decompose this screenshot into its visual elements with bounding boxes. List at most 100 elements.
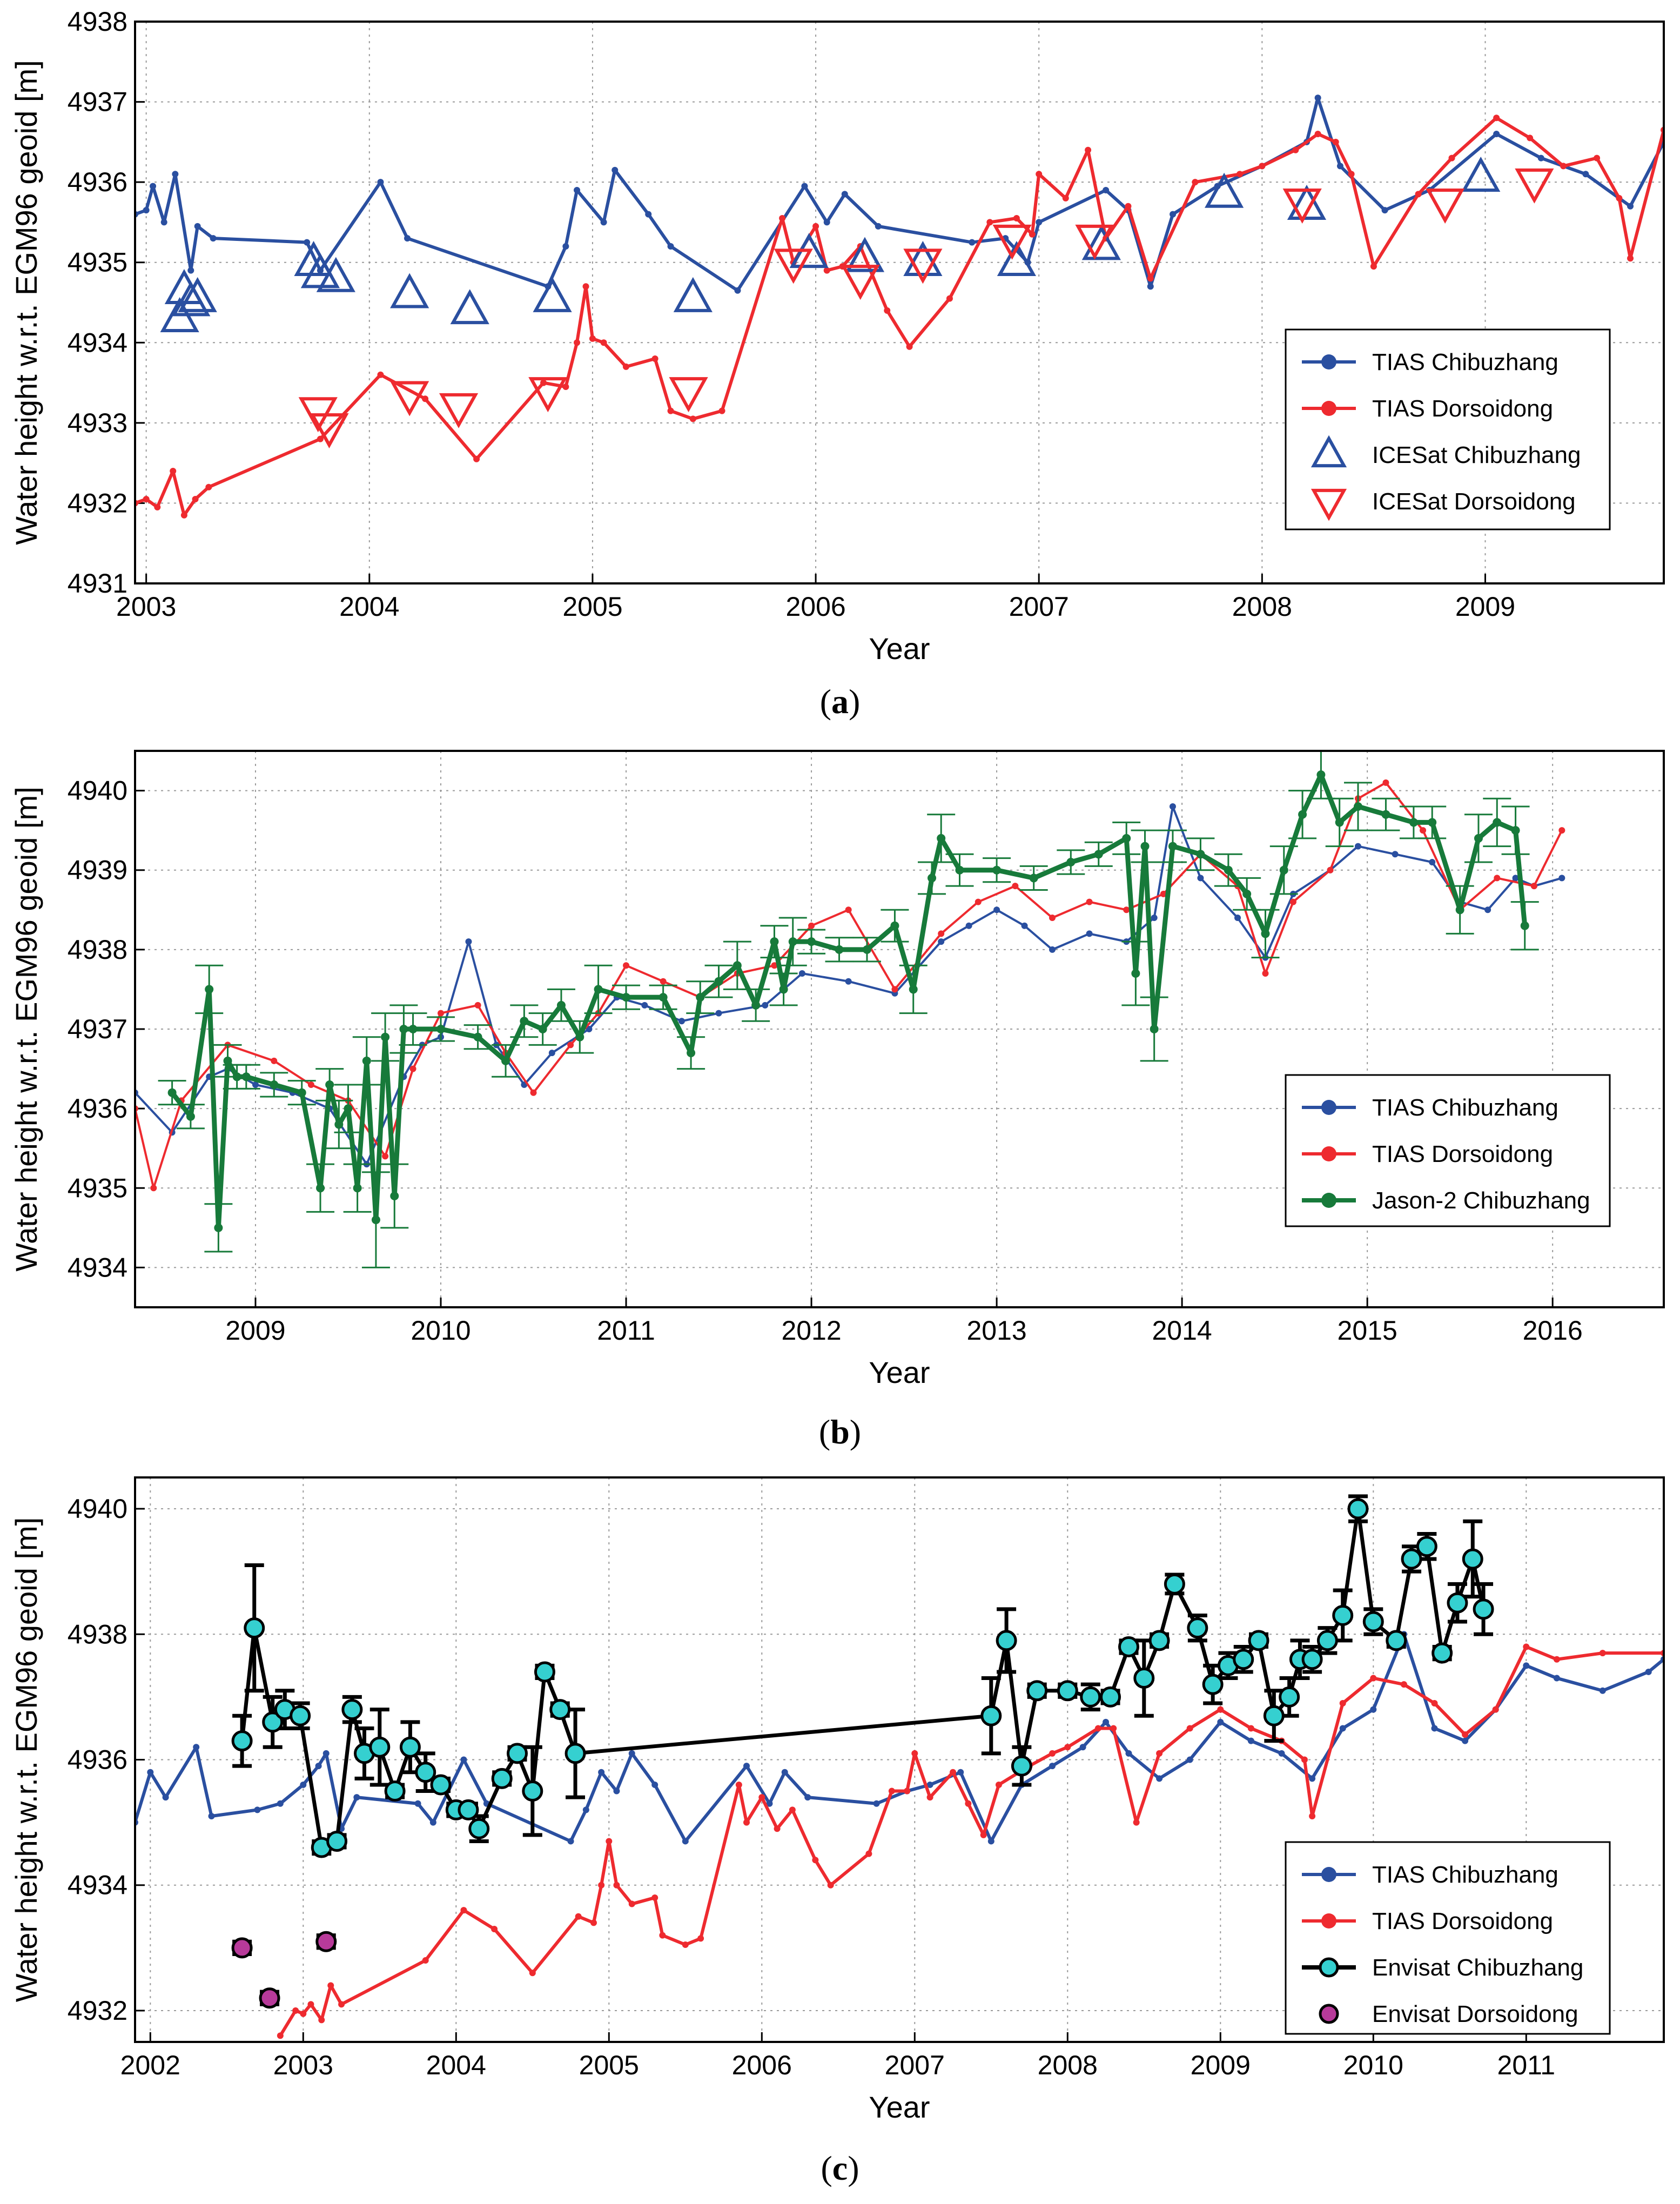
- data-point: [1582, 171, 1589, 178]
- data-point: [641, 1002, 648, 1009]
- data-point: [390, 1192, 399, 1200]
- data-point: [1186, 1756, 1193, 1763]
- data-point: [390, 273, 429, 308]
- data-point: [501, 1056, 510, 1065]
- data-point: [651, 1781, 658, 1788]
- data-layer: [135, 95, 1664, 519]
- y-tick-label: 4938: [68, 6, 127, 37]
- data-point: [538, 1025, 547, 1033]
- data-point: [651, 355, 658, 362]
- data-point: [231, 1730, 253, 1752]
- data-point: [170, 468, 177, 474]
- data-point: [904, 1788, 911, 1795]
- data-point: [1079, 1744, 1086, 1751]
- data-point: [1616, 194, 1623, 201]
- legend-label: TIAS Dorsoidong: [1372, 1908, 1553, 1934]
- data-point: [1081, 225, 1121, 260]
- data-point: [628, 1900, 635, 1907]
- data-point: [473, 1032, 482, 1041]
- data-point: [946, 295, 953, 302]
- data-point: [1537, 154, 1544, 162]
- data-point: [1316, 770, 1326, 780]
- x-tick-label: 2002: [120, 2050, 180, 2080]
- data-point: [241, 1072, 251, 1081]
- data-point: [594, 985, 603, 994]
- data-point: [1279, 1686, 1300, 1708]
- data-point: [841, 265, 880, 300]
- legend-marker: [1319, 2004, 1339, 2024]
- data-point: [244, 1617, 265, 1639]
- data-point: [718, 407, 725, 414]
- data-point: [1339, 1700, 1346, 1706]
- data-point: [1415, 191, 1422, 198]
- x-tick-label: 2010: [1343, 2050, 1403, 2080]
- data-point: [460, 1907, 467, 1914]
- data-point: [1186, 1725, 1193, 1732]
- data-point: [812, 1857, 819, 1864]
- data-point: [565, 1743, 586, 1764]
- legend-entry: Envisat Dorsoidong: [1319, 2001, 1578, 2027]
- data-point: [1122, 834, 1131, 843]
- data-point: [1205, 172, 1244, 208]
- data-point: [1164, 1573, 1185, 1595]
- data-point: [556, 1000, 566, 1010]
- data-point: [997, 241, 1036, 277]
- data-point: [259, 1987, 280, 2009]
- data-point: [781, 1769, 788, 1776]
- data-point: [827, 1882, 834, 1889]
- data-point: [1493, 131, 1500, 137]
- data-point: [194, 223, 201, 230]
- data-point: [254, 1806, 261, 1813]
- data-point: [613, 1788, 620, 1795]
- data-point: [1147, 283, 1154, 290]
- data-point: [1314, 131, 1321, 137]
- data-point: [1409, 818, 1418, 827]
- data-point: [875, 223, 882, 230]
- data-point: [300, 1781, 307, 1788]
- data-point: [903, 241, 943, 277]
- data-point: [734, 287, 741, 294]
- data-point: [1627, 255, 1634, 262]
- data-point: [673, 277, 713, 312]
- y-axis-label: Water height w.r.t. EGM96 geoid [m]: [9, 787, 43, 1271]
- data-point: [540, 379, 547, 386]
- data-point: [1370, 1706, 1377, 1713]
- y-tick-label: 4939: [68, 855, 127, 885]
- data-point: [232, 1072, 241, 1081]
- data-point: [178, 277, 217, 312]
- data-point: [1332, 1604, 1354, 1626]
- data-point: [436, 1025, 445, 1033]
- data-point: [1131, 969, 1140, 978]
- data-point: [1118, 1636, 1139, 1657]
- plot-frame: [134, 750, 1665, 1308]
- data-point: [1150, 1025, 1159, 1033]
- data-point: [1049, 946, 1056, 953]
- data-point: [586, 1026, 593, 1032]
- data-point: [804, 1794, 811, 1801]
- legend-entry: ICESat Dorsoidong: [1311, 488, 1576, 521]
- data-point: [696, 993, 705, 1002]
- data-point: [628, 1750, 635, 1757]
- data-point: [965, 922, 972, 929]
- data-point: [574, 339, 581, 346]
- y-tick-label: 4931: [68, 568, 127, 599]
- data-point: [1515, 168, 1554, 204]
- data-point: [1036, 219, 1043, 226]
- data-point: [384, 1780, 406, 1802]
- data-point: [270, 1080, 279, 1089]
- series-envisat-dorsoidong: [231, 1931, 337, 2009]
- data-point: [1428, 818, 1437, 827]
- data-point: [409, 1065, 416, 1072]
- data-point: [468, 1818, 490, 1839]
- x-tick-label: 2004: [426, 2050, 486, 2080]
- data-point: [1347, 1498, 1369, 1520]
- data-point: [522, 1780, 543, 1802]
- data-point: [1262, 970, 1269, 977]
- x-tick-label: 2011: [597, 1315, 655, 1346]
- data-point: [1401, 1548, 1422, 1570]
- data-point: [344, 1104, 353, 1113]
- data-point: [1429, 859, 1436, 865]
- data-point: [1520, 921, 1529, 930]
- series-line: [135, 805, 1562, 1166]
- data-point: [891, 986, 898, 993]
